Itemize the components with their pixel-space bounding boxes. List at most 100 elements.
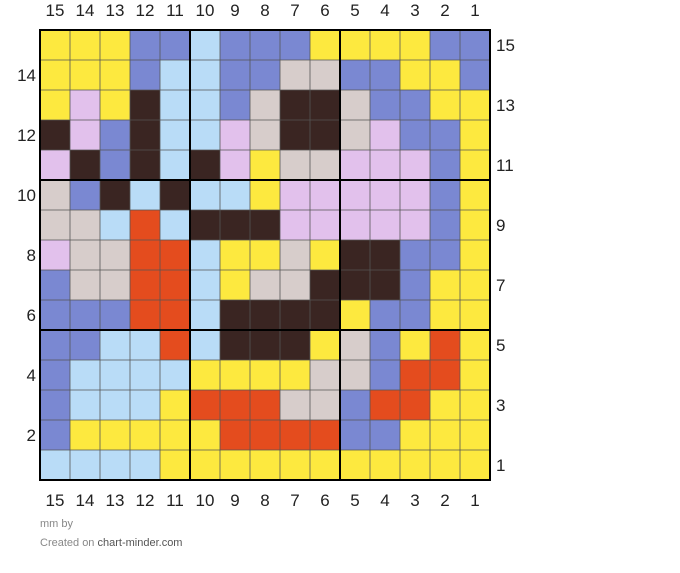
pattern-cell xyxy=(400,120,430,150)
pattern-cell xyxy=(70,240,100,270)
column-label-top: 3 xyxy=(410,1,419,20)
pattern-cell xyxy=(220,390,250,420)
pattern-cell xyxy=(190,450,220,480)
pattern-cell xyxy=(310,330,340,360)
pattern-cell xyxy=(220,180,250,210)
pattern-cell xyxy=(460,360,490,390)
pattern-cell xyxy=(220,30,250,60)
column-label-top: 5 xyxy=(350,1,359,20)
pattern-cell xyxy=(370,30,400,60)
pattern-cell xyxy=(310,420,340,450)
pattern-cell xyxy=(70,390,100,420)
pattern-cell xyxy=(190,210,220,240)
pattern-cell xyxy=(190,330,220,360)
pattern-cell xyxy=(280,60,310,90)
column-label-top: 10 xyxy=(196,1,215,20)
pattern-cell xyxy=(310,120,340,150)
pattern-cell xyxy=(40,90,70,120)
pattern-cell xyxy=(400,300,430,330)
column-label-top: 7 xyxy=(290,1,299,20)
pattern-cell xyxy=(340,300,370,330)
pattern-cell xyxy=(340,360,370,390)
pattern-cell xyxy=(340,180,370,210)
created-on-text: Created on xyxy=(40,537,95,549)
pattern-cell xyxy=(250,330,280,360)
pattern-cell xyxy=(190,90,220,120)
pattern-cell xyxy=(190,150,220,180)
column-label-bottom: 14 xyxy=(76,491,95,510)
pattern-cell xyxy=(400,270,430,300)
pattern-cell xyxy=(190,300,220,330)
pattern-cell xyxy=(430,90,460,120)
pattern-cell xyxy=(370,240,400,270)
pattern-cell xyxy=(40,120,70,150)
pattern-cell xyxy=(70,330,100,360)
pattern-cell xyxy=(250,60,280,90)
pattern-cell xyxy=(220,90,250,120)
site-link[interactable]: chart-minder.com xyxy=(97,537,183,549)
pattern-cell xyxy=(430,60,460,90)
major-gridlines xyxy=(39,29,491,481)
pattern-cell xyxy=(40,300,70,330)
pattern-cell xyxy=(430,120,460,150)
pattern-cell xyxy=(250,420,280,450)
pattern-cell xyxy=(460,300,490,330)
pattern-cell xyxy=(400,240,430,270)
column-label-bottom: 13 xyxy=(106,491,125,510)
pattern-cell xyxy=(220,120,250,150)
pattern-cell xyxy=(400,60,430,90)
pattern-cell xyxy=(400,210,430,240)
pattern-cell xyxy=(40,180,70,210)
pattern-cell xyxy=(100,30,130,60)
pattern-cell xyxy=(250,390,280,420)
pattern-cell xyxy=(100,390,130,420)
pattern-cell xyxy=(400,420,430,450)
pattern-cell xyxy=(220,420,250,450)
pattern-cell xyxy=(340,120,370,150)
pattern-cell xyxy=(100,180,130,210)
pattern-cell xyxy=(40,30,70,60)
pattern-cell xyxy=(130,270,160,300)
pattern-cell xyxy=(310,360,340,390)
column-label-bottom: 5 xyxy=(350,491,359,510)
pattern-cell xyxy=(280,210,310,240)
row-label-right: 7 xyxy=(496,276,505,295)
pattern-cell xyxy=(70,300,100,330)
pattern-cell xyxy=(280,150,310,180)
pattern-cell xyxy=(430,420,460,450)
pattern-cell xyxy=(70,210,100,240)
column-label-bottom: 11 xyxy=(166,491,184,510)
pattern-cell xyxy=(340,390,370,420)
pattern-cell xyxy=(190,30,220,60)
pattern-cell xyxy=(430,450,460,480)
pattern-cell xyxy=(430,330,460,360)
column-label-bottom: 1 xyxy=(470,491,479,510)
row-label-left: 14 xyxy=(17,66,36,85)
pattern-cell xyxy=(130,180,160,210)
pattern-cell xyxy=(40,240,70,270)
pattern-cell xyxy=(370,450,400,480)
pattern-cell xyxy=(220,330,250,360)
pattern-cell xyxy=(160,180,190,210)
row-label-left: 10 xyxy=(17,186,36,205)
pattern-cell xyxy=(280,30,310,60)
column-label-bottom: 3 xyxy=(410,491,419,510)
pattern-cell xyxy=(40,360,70,390)
pattern-cell xyxy=(250,270,280,300)
pattern-cell xyxy=(460,420,490,450)
pattern-cell xyxy=(340,60,370,90)
pattern-cell xyxy=(160,300,190,330)
pattern-cell xyxy=(370,150,400,180)
pattern-cell xyxy=(280,300,310,330)
pattern-cell xyxy=(160,120,190,150)
pattern-cell xyxy=(100,270,130,300)
column-label-top: 15 xyxy=(46,1,65,20)
pattern-cell xyxy=(160,90,190,120)
pattern-cell xyxy=(220,240,250,270)
pattern-cell xyxy=(310,60,340,90)
pattern-cell xyxy=(220,360,250,390)
column-label-bottom: 6 xyxy=(320,491,329,510)
pattern-cell xyxy=(340,330,370,360)
pattern-cell xyxy=(370,420,400,450)
pattern-cell xyxy=(280,90,310,120)
